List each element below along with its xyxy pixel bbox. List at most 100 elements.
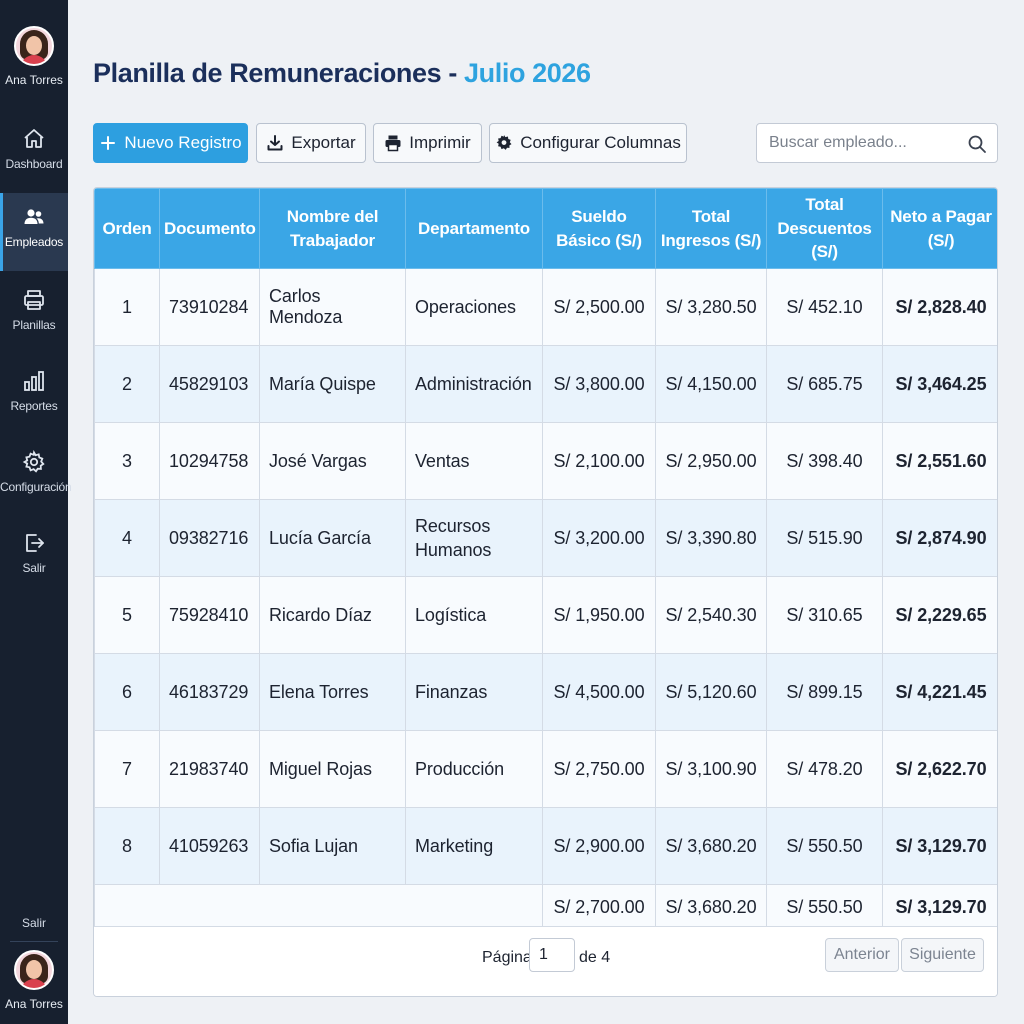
cell-orden: 7: [94, 730, 160, 808]
cell-sueldo-basico: S/ 4,500.00: [542, 653, 656, 731]
cell-departamento: Finanzas: [405, 653, 543, 731]
cell-total-descuentos: S/ 550.50: [766, 807, 883, 885]
page-title-main: Planilla de Remuneraciones: [93, 58, 442, 88]
cell-nombre: Carlos Mendoza: [259, 268, 406, 346]
cell-documento: 46183729: [159, 653, 260, 731]
cell-sueldo-basico: S/ 2,750.00: [542, 730, 656, 808]
table-row[interactable]: 7 21983740 Miguel Rojas Producción S/ 2,750.…: [94, 730, 997, 808]
sidebar-item-label: Configuración: [0, 480, 72, 494]
cell-total-descuentos: S/ 478.20: [766, 730, 883, 808]
cell-departamento: Logística: [405, 576, 543, 654]
cell-total-ingresos: S/ 3,390.80: [655, 499, 767, 577]
printer-icon: [24, 290, 44, 310]
cell-neto-pagar: S/ 2,874.90: [882, 499, 997, 577]
plus-icon: [101, 136, 116, 150]
cell-nombre: Lucía García: [259, 499, 406, 577]
pagination-page-label: Página: [482, 949, 532, 966]
cell-neto-pagar: S/ 3,129.70: [882, 807, 997, 885]
header-documento[interactable]: Documento: [159, 188, 260, 269]
home-icon: [24, 129, 44, 148]
cell-neto-pagar: S/ 2,828.40: [882, 268, 997, 346]
cell-orden: 6: [94, 653, 160, 731]
cell-neto-pagar: S/ 2,622.70: [882, 730, 997, 808]
print-button[interactable]: Imprimir: [373, 123, 482, 163]
payroll-table: Orden Documento Nombre del Trabajador De…: [94, 188, 997, 930]
cell-sueldo-basico: S/ 1,950.00: [542, 576, 656, 654]
header-neto-pagar[interactable]: Neto a Pagar (S/): [882, 188, 997, 269]
new-record-button[interactable]: Nuevo Registro: [93, 123, 248, 163]
cell-documento: 41059263: [159, 807, 260, 885]
previous-page-button[interactable]: Anterior: [825, 938, 899, 972]
table-row[interactable]: 3 10294758 José Vargas Ventas S/ 2,100.00 S/ …: [94, 422, 997, 500]
header-departamento[interactable]: Departamento: [405, 188, 543, 269]
cell-documento: 09382716: [159, 499, 260, 577]
sidebar: Ana Torres Dashboard Empleados Planillas…: [0, 0, 72, 1024]
cell-departamento: Recursos Humanos: [405, 499, 543, 577]
header-total-ingresos[interactable]: Total Ingresos (S/): [655, 188, 767, 269]
cell-total-ingresos: S/ 3,100.90: [655, 730, 767, 808]
search-input[interactable]: [757, 124, 957, 162]
avatar: [14, 26, 54, 66]
cell-departamento: Marketing: [405, 807, 543, 885]
cell-neto-pagar: S/ 3,464.25: [882, 345, 997, 423]
cell-orden: 1: [94, 268, 160, 346]
sidebar-item-configuracion[interactable]: Configuración: [0, 438, 72, 516]
next-page-button[interactable]: Siguiente: [901, 938, 984, 972]
search-icon[interactable]: [967, 134, 987, 154]
sidebar-item-label: Empleados: [4, 235, 64, 249]
sidebar-item-label: Planillas: [12, 318, 56, 332]
cell-documento: 75928410: [159, 576, 260, 654]
sidebar-item-empleados[interactable]: Empleados: [0, 193, 68, 271]
user-profile-bottom[interactable]: Ana Torres: [0, 950, 68, 1011]
sidebar-item-planillas[interactable]: Planillas: [0, 276, 68, 354]
export-label: Exportar: [291, 133, 356, 152]
page-title-separator: -: [448, 58, 457, 88]
table-row[interactable]: 4 09382716 Lucía García Recursos Humanos S/ …: [94, 499, 997, 577]
cell-documento: 73910284: [159, 268, 260, 346]
table-row[interactable]: 1 73910284 Carlos Mendoza Operaciones S/ 2,5…: [94, 268, 997, 346]
bar-chart-icon: [24, 371, 44, 391]
cell-neto-pagar: S/ 2,551.60: [882, 422, 997, 500]
cell-total-ingresos: S/ 4,150.00: [655, 345, 767, 423]
cell-sueldo-basico: S/ 2,900.00: [542, 807, 656, 885]
sidebar-divider: [10, 941, 58, 942]
user-name: Ana Torres: [5, 73, 63, 87]
export-button[interactable]: Exportar: [256, 123, 366, 163]
user-profile-top[interactable]: Ana Torres: [0, 26, 68, 87]
cell-nombre: Miguel Rojas: [259, 730, 406, 808]
new-record-label: Nuevo Registro: [124, 133, 242, 152]
cell-neto-pagar: S/ 2,229.65: [882, 576, 997, 654]
table-row[interactable]: 8 41059263 Sofia Lujan Marketing S/ 2,900.00…: [94, 807, 997, 885]
print-label: Imprimir: [409, 133, 471, 152]
sidebar-item-salir[interactable]: Salir: [0, 519, 68, 597]
payroll-table-body: 1 73910284 Carlos Mendoza Operaciones S/ 2,5…: [94, 268, 997, 930]
sidebar-item-dashboard[interactable]: Dashboard: [0, 115, 68, 193]
user-name: Ana Torres: [5, 997, 63, 1011]
payroll-table-card: Orden Documento Nombre del Trabajador De…: [93, 187, 998, 997]
cell-departamento: Ventas: [405, 422, 543, 500]
table-row[interactable]: 5 75928410 Ricardo Díaz Logística S/ 1,950.0…: [94, 576, 997, 654]
cell-sueldo-basico: S/ 3,200.00: [542, 499, 656, 577]
header-orden[interactable]: Orden: [94, 188, 160, 269]
sidebar-item-reportes[interactable]: Reportes: [0, 357, 68, 435]
table-row[interactable]: 6 46183729 Elena Torres Finanzas S/ 4,500.00…: [94, 653, 997, 731]
header-total-descuentos[interactable]: Total Descuentos (S/): [766, 188, 883, 269]
totals-label-cell: [94, 884, 543, 930]
cell-departamento: Administración: [405, 345, 543, 423]
sidebar-item-label: Dashboard: [5, 157, 63, 171]
configure-columns-label: Configurar Columnas: [520, 133, 681, 152]
total-sueldo-basico: S/ 2,700.00: [542, 884, 656, 930]
cell-total-descuentos: S/ 310.65: [766, 576, 883, 654]
cell-sueldo-basico: S/ 2,100.00: [542, 422, 656, 500]
sidebar-bottom-exit[interactable]: Salir: [21, 916, 46, 930]
page-number-input[interactable]: [529, 938, 575, 972]
total-neto-pagar: S/ 3,129.70: [882, 884, 997, 930]
cell-total-descuentos: S/ 398.40: [766, 422, 883, 500]
search-box: [756, 123, 998, 163]
cell-orden: 3: [94, 422, 160, 500]
cell-total-ingresos: S/ 3,280.50: [655, 268, 767, 346]
table-row[interactable]: 2 45829103 María Quispe Administración S/ 3,…: [94, 345, 997, 423]
header-sueldo-basico[interactable]: Sueldo Básico (S/): [542, 188, 656, 269]
header-nombre[interactable]: Nombre del Trabajador: [259, 188, 406, 269]
configure-columns-button[interactable]: Configurar Columnas: [489, 123, 687, 163]
